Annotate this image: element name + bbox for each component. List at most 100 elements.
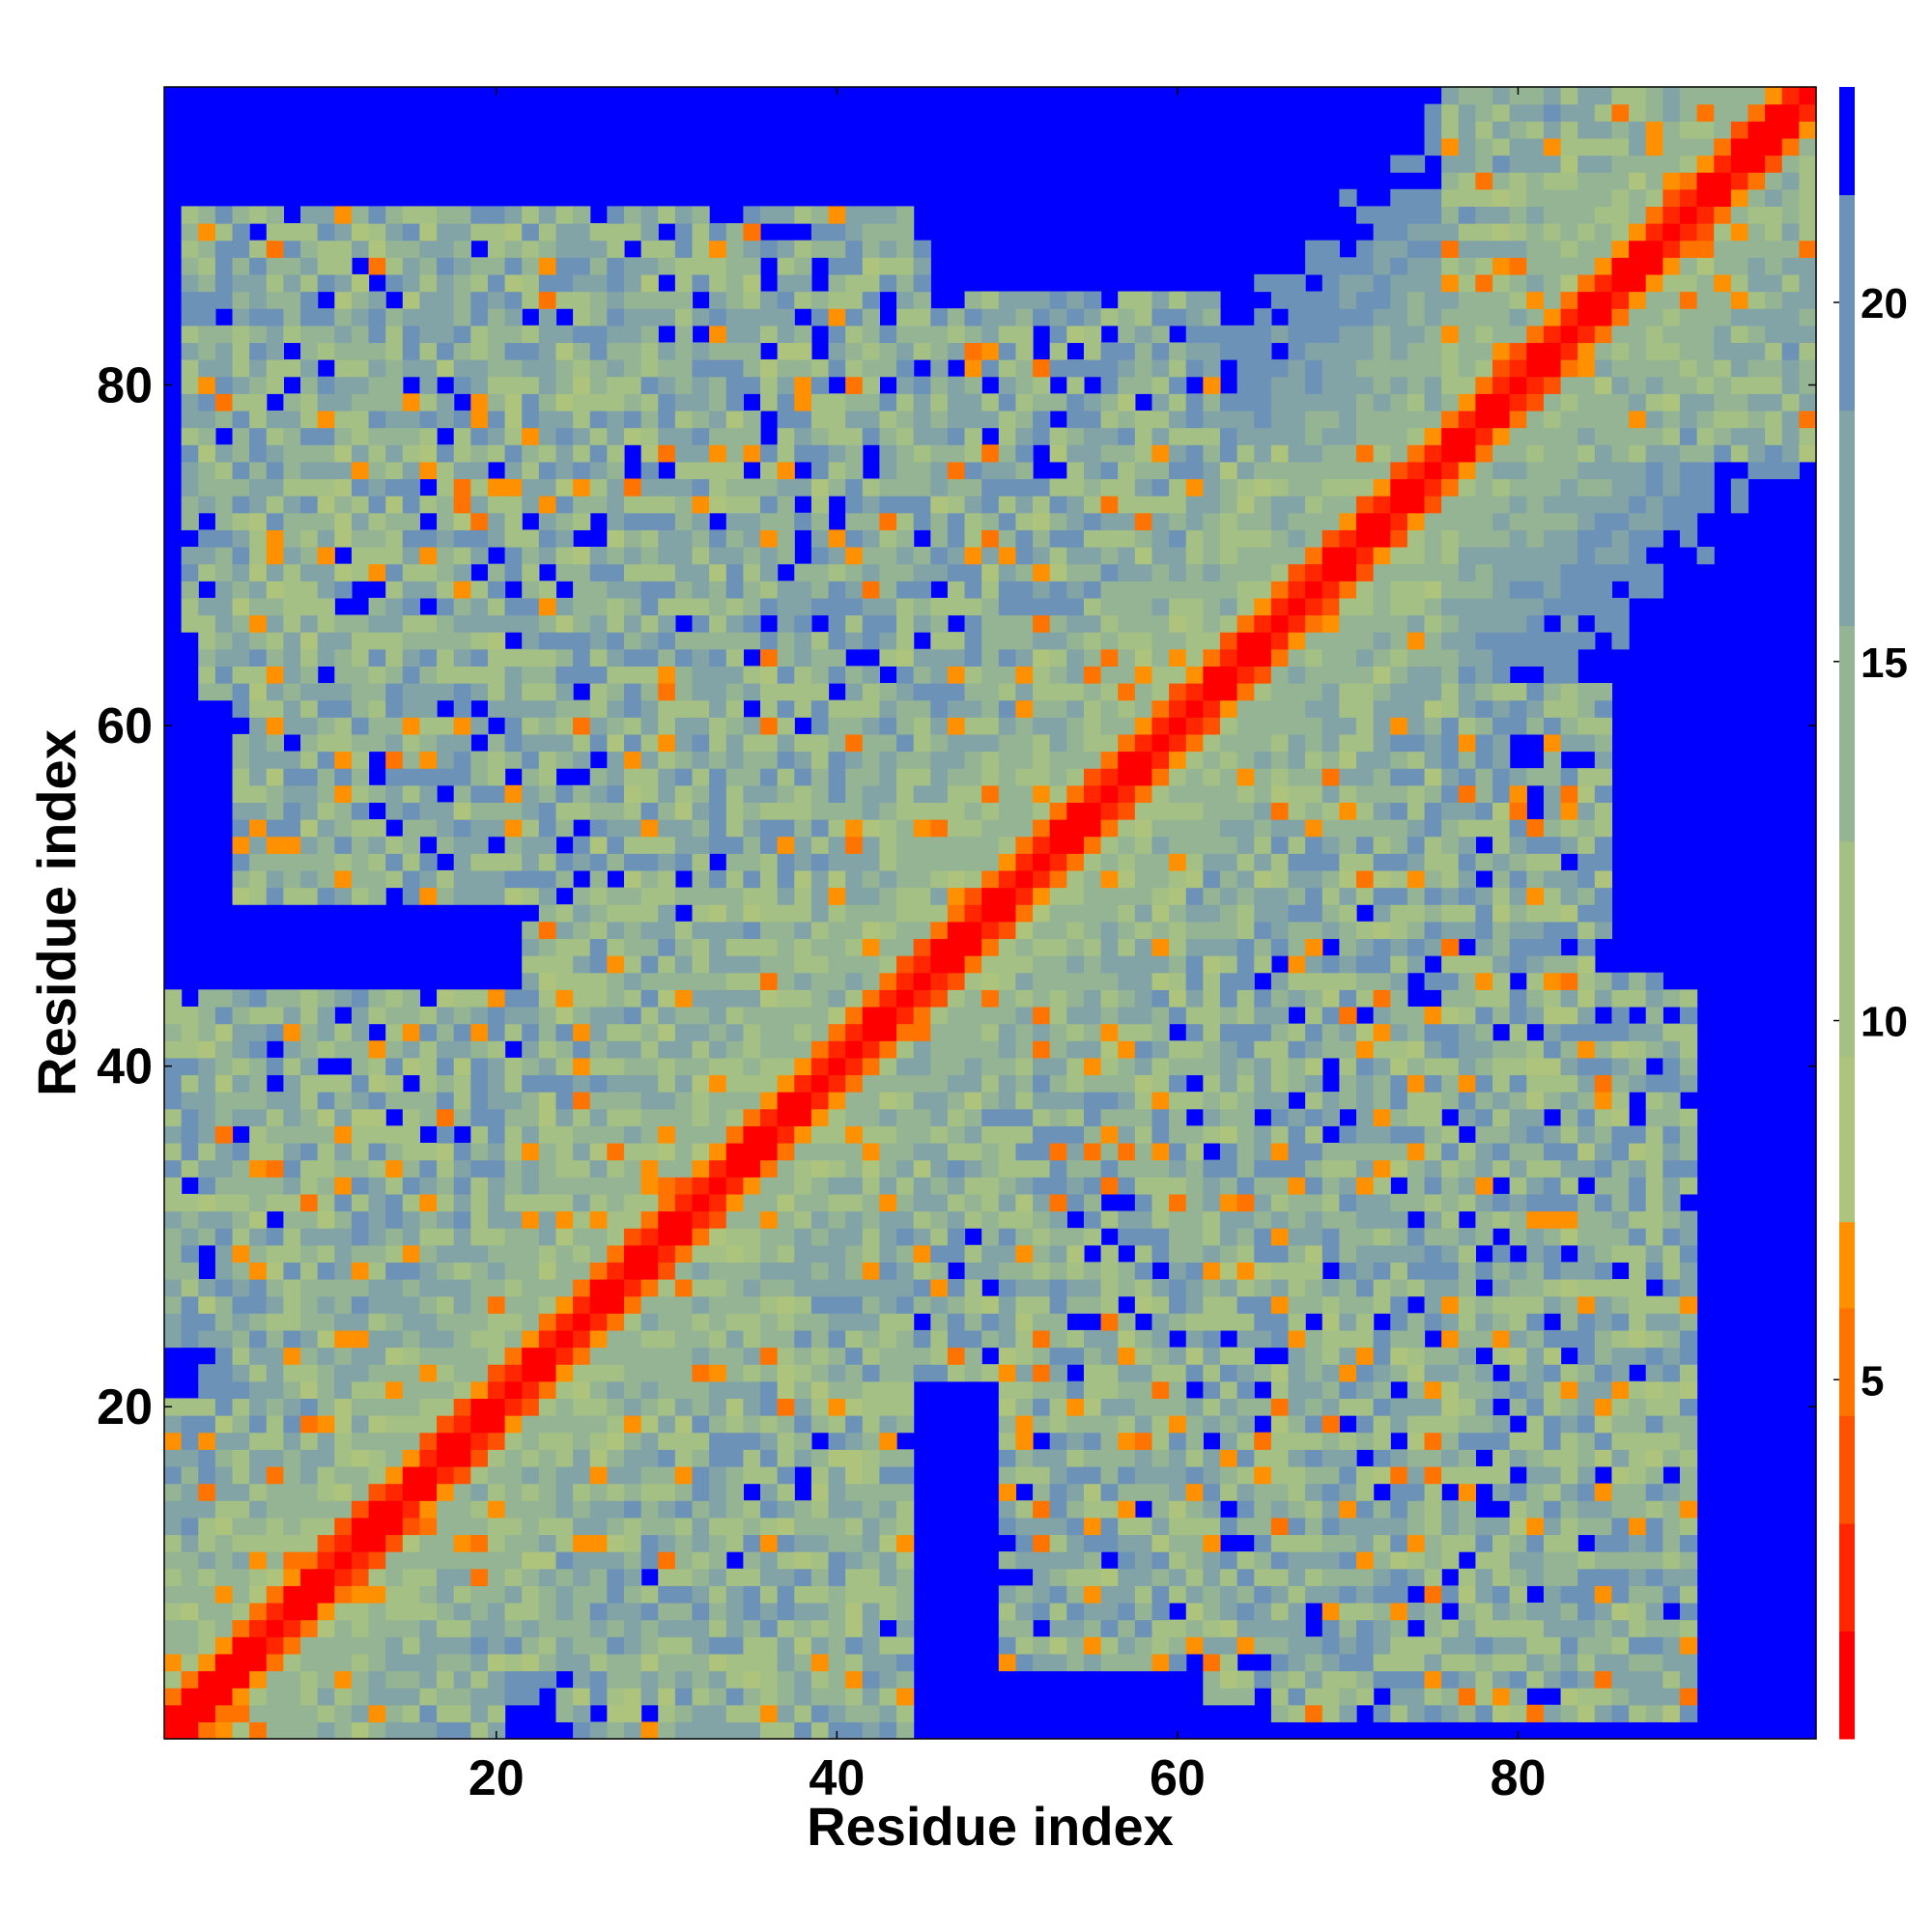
heatmap-cell: [658, 1193, 676, 1212]
heatmap-cell: [674, 632, 694, 650]
heatmap-cell: [658, 1262, 676, 1280]
heatmap-cell: [794, 1244, 812, 1263]
heatmap-cell: [573, 1398, 591, 1416]
heatmap-cell: [300, 342, 319, 360]
heatmap-cell: [334, 1193, 353, 1212]
heatmap-cell: [1219, 853, 1238, 871]
heatmap-cell: [1151, 784, 1170, 804]
heatmap-cell: [334, 563, 353, 582]
heatmap-cell: [1219, 614, 1238, 633]
heatmap-cell: [164, 1142, 183, 1161]
heatmap-cell: [402, 1177, 421, 1195]
heatmap-cell: [385, 478, 404, 497]
heatmap-cell: [385, 1040, 404, 1059]
heatmap-cell: [998, 1449, 1017, 1467]
heatmap-cell: [1049, 1636, 1067, 1655]
heatmap-cell: [1066, 632, 1085, 650]
heatmap-cell: [1185, 529, 1204, 548]
heatmap-cell: [1151, 496, 1170, 514]
heatmap-cell: [437, 751, 455, 769]
heatmap-cell: [725, 1534, 744, 1552]
heatmap-cell: [760, 325, 779, 344]
heatmap-cell: [896, 223, 915, 242]
heatmap-cell: [981, 1228, 1000, 1246]
heatmap-cell: [623, 784, 642, 804]
heatmap-cell: [1049, 1159, 1067, 1178]
heatmap-cell: [743, 819, 761, 838]
heatmap-cell: [470, 648, 489, 667]
heatmap-cell: [1049, 1347, 1067, 1365]
heatmap-cell: [1083, 478, 1102, 497]
heatmap-cell: [879, 1415, 897, 1434]
heatmap-cell: [1185, 1057, 1204, 1076]
heatmap-cell: [947, 989, 966, 1008]
heatmap-cell: [913, 938, 931, 956]
heatmap-cell: [794, 291, 812, 309]
heatmap-cell: [1185, 784, 1204, 804]
heatmap-cell: [589, 1159, 608, 1178]
heatmap-cell: [368, 819, 386, 838]
heatmap-cell: [725, 1704, 744, 1722]
heatmap-cell: [623, 683, 642, 701]
heatmap-cell: [674, 955, 694, 974]
heatmap-cell: [862, 1193, 881, 1212]
heatmap-cell: [181, 1721, 199, 1740]
heatmap-cell: [777, 240, 795, 258]
heatmap-cell: [538, 1585, 557, 1604]
heatmap-cell: [879, 257, 897, 275]
heatmap-cell: [658, 887, 676, 905]
heatmap-cell: [810, 1092, 830, 1110]
heatmap-cell: [198, 1313, 216, 1331]
heatmap-cell: [1151, 1092, 1170, 1110]
heatmap-cell: [879, 938, 897, 956]
heatmap-cell: [437, 206, 455, 224]
heatmap-cell: [964, 1244, 982, 1263]
heatmap-cell: [981, 751, 1000, 769]
heatmap-cell: [845, 1177, 864, 1195]
heatmap-cell: [1015, 1636, 1034, 1655]
heatmap-cell: [709, 921, 727, 940]
heatmap-cell: [589, 1177, 608, 1195]
heatmap-cell: [487, 308, 506, 327]
heatmap-cell: [1185, 342, 1204, 360]
heatmap-cell: [470, 1177, 489, 1195]
heatmap-cell: [743, 1023, 761, 1041]
heatmap-cell: [487, 444, 506, 463]
heatmap-cell: [385, 410, 404, 429]
heatmap-cell: [317, 461, 335, 480]
heatmap-cell: [709, 1670, 727, 1689]
heatmap-cell: [334, 1704, 353, 1722]
heatmap-cell: [334, 836, 353, 854]
heatmap-cell: [725, 273, 744, 293]
heatmap-cell: [351, 1585, 370, 1604]
heatmap-cell: [1066, 1228, 1085, 1246]
heatmap-cell: [658, 1534, 676, 1552]
heatmap-cell: [1118, 325, 1136, 344]
heatmap-cell: [725, 1262, 744, 1280]
heatmap-cell: [725, 581, 744, 599]
heatmap-cell: [300, 1329, 319, 1349]
heatmap-cell: [368, 784, 386, 804]
heatmap-cell: [1134, 444, 1153, 463]
heatmap-cell: [1015, 1262, 1034, 1280]
heatmap-cell: [658, 1177, 676, 1195]
heatmap-cell: [674, 223, 694, 242]
heatmap-cell: [692, 802, 710, 820]
heatmap-cell: [709, 1721, 727, 1740]
heatmap-cell: [300, 802, 319, 820]
heatmap-cell: [1083, 887, 1102, 905]
heatmap-cell: [317, 1721, 335, 1740]
heatmap-cell: [607, 1568, 625, 1586]
heatmap-cell: [947, 325, 966, 344]
heatmap-cell: [1203, 666, 1221, 684]
heatmap-cell: [828, 921, 846, 940]
heatmap-cell: [674, 581, 694, 599]
heatmap-cell: [214, 342, 234, 360]
heatmap-cell: [1134, 1023, 1153, 1041]
heatmap-cell: [1015, 342, 1034, 360]
heatmap-cell: [896, 1602, 915, 1621]
heatmap-cell: [607, 257, 625, 275]
heatmap-cell: [896, 1380, 915, 1400]
heatmap-cell: [385, 1177, 404, 1195]
heatmap-cell: [300, 563, 319, 582]
